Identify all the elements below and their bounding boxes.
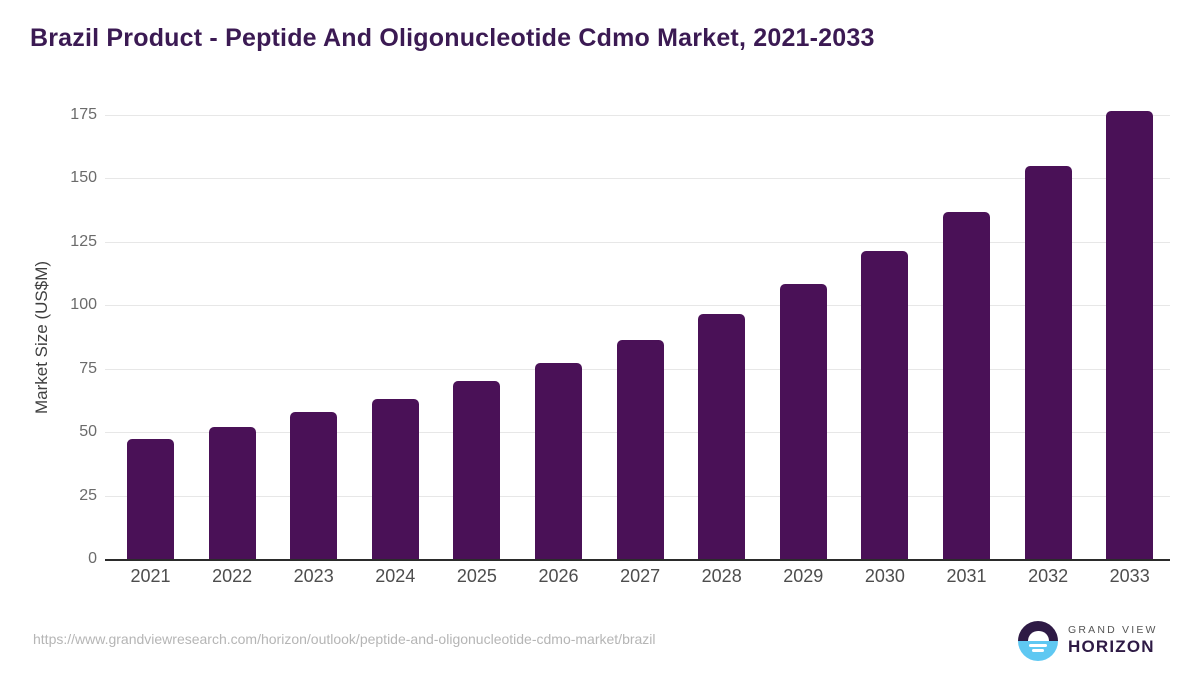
x-tick-label: 2032 <box>1028 566 1069 586</box>
x-tick-label: 2030 <box>864 566 905 586</box>
bar-2022 <box>208 427 256 559</box>
bar-2028 <box>698 314 746 559</box>
logo-brand-top: GRAND VIEW <box>1068 623 1158 636</box>
bar-2033 <box>1106 111 1154 559</box>
bar-2031 <box>943 212 990 559</box>
y-tick-label: 0 <box>88 550 97 567</box>
bar-2030 <box>861 251 909 559</box>
horizon-sun-icon <box>1018 621 1058 661</box>
sun-reflection-line-2 <box>1032 649 1044 652</box>
x-tick-label: 2025 <box>456 566 497 586</box>
sun-dome-shape <box>1027 630 1049 641</box>
y-axis-ticks: 0 25 50 75 100 125 150 175 <box>0 106 97 567</box>
source-url: https://www.grandviewresearch.com/horizo… <box>33 631 656 647</box>
grid-line <box>105 305 1170 307</box>
bar-2027 <box>616 340 664 559</box>
x-tick-label: 2028 <box>701 566 742 586</box>
x-tick-label: 2026 <box>538 566 579 586</box>
grid-line <box>105 115 1170 116</box>
x-tick-label: 2022 <box>212 566 253 586</box>
y-tick-label: 25 <box>79 486 97 504</box>
grid-line <box>105 178 1170 180</box>
x-tick-label: 2021 <box>130 566 171 586</box>
plot-area <box>105 111 1170 561</box>
x-tick-label: 2027 <box>620 566 661 586</box>
bar-2024 <box>371 399 419 559</box>
logo-text: GRAND VIEW HORIZON <box>1068 623 1158 657</box>
sun-reflection-line-1 <box>1029 643 1047 647</box>
bar-2029 <box>779 284 827 559</box>
grandview-horizon-logo: GRAND VIEW HORIZON <box>1018 621 1158 661</box>
x-axis-ticks: 2021 2022 2023 2024 2025 2026 2027 2028 2029 2030… <box>105 566 1170 596</box>
bar-2026 <box>535 363 582 559</box>
x-tick-label: 2023 <box>293 566 334 586</box>
y-tick-label: 75 <box>79 359 97 377</box>
y-tick-label: 50 <box>79 423 97 441</box>
bar-2021 <box>127 439 174 559</box>
bar-2025 <box>453 381 501 559</box>
y-tick-label: 150 <box>70 169 97 187</box>
bar-2032 <box>1024 166 1072 559</box>
x-tick-label: 2031 <box>946 566 987 586</box>
logo-brand-bottom: HORIZON <box>1068 637 1155 657</box>
y-tick-label: 125 <box>70 232 97 250</box>
bar-2023 <box>290 412 338 559</box>
x-tick-label: 2033 <box>1109 566 1150 586</box>
grid-line <box>105 241 1170 243</box>
x-tick-label: 2029 <box>783 566 824 586</box>
y-tick-label: 175 <box>70 106 97 123</box>
x-tick-label: 2024 <box>375 566 416 586</box>
chart-title: Brazil Product - Peptide And Oligonucleo… <box>30 24 875 52</box>
y-tick-label: 100 <box>70 296 97 314</box>
